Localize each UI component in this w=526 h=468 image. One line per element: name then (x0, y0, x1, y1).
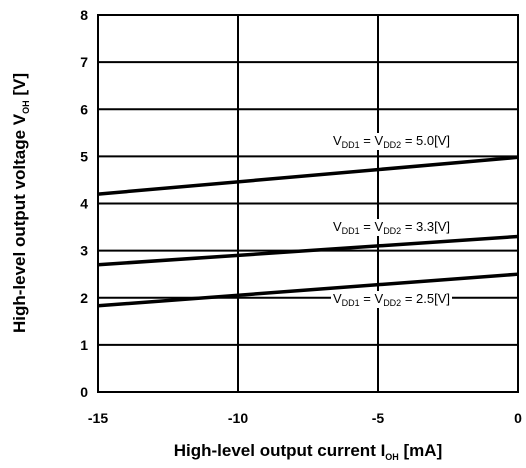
series-label-2: VDD1 = VDD2 = 3.3[V] (333, 219, 450, 236)
y-axis-title-unit: [V] (10, 73, 29, 100)
series-label-bg-2 (331, 219, 452, 236)
series-label-3-part-0: V (333, 291, 342, 306)
series-label-1-part-1: DD1 (342, 140, 360, 150)
y-tick-label-7: 7 (80, 54, 88, 70)
series-label-2-part-1: DD1 (342, 226, 360, 236)
plot-frame (97, 14, 519, 393)
series-label-3-part-4: = 2.5[V] (401, 291, 450, 306)
y-tick-label-2: 2 (80, 290, 88, 306)
grid (97, 14, 519, 393)
x-tick-label--5: -5 (372, 410, 385, 426)
series-label-bg-3 (331, 291, 452, 308)
series-lines (97, 155, 519, 308)
series-label-bg-1 (331, 133, 452, 150)
x-axis-title-main: High-level output current I (174, 441, 386, 460)
y-tick-label-4: 4 (80, 196, 88, 212)
series-line-2 (97, 234, 519, 267)
tick-labels: 0 1 2 3 4 5 6 7 8 -15 -10 -5 0 (80, 7, 522, 426)
series-label-1-part-3: DD2 (383, 140, 401, 150)
series-line-3 (97, 272, 519, 308)
series-label-2-part-0: V (333, 219, 342, 234)
x-axis-title: High-level output current IOH [mA] (174, 441, 443, 462)
y-tick-label-3: 3 (80, 243, 88, 259)
y-axis-title-main: High-level output voltage V (10, 113, 29, 333)
y-axis-title-sub: OH (21, 100, 31, 114)
x-axis-title-unit: [mA] (399, 441, 442, 460)
y-axis-title: High-level output voltage VOH [V] (10, 73, 31, 333)
x-tick-label-0: 0 (514, 410, 522, 426)
x-tick-label--15: -15 (88, 410, 108, 426)
series-label-1: VDD1 = VDD2 = 5.0[V] (333, 133, 450, 150)
y-tick-label-1: 1 (80, 337, 88, 353)
series-label-2-part-3: DD2 (383, 226, 401, 236)
x-axis-title-sub: OH (385, 452, 399, 462)
series-label-3-part-1: DD1 (342, 298, 360, 308)
series-label-1-part-4: = 5.0[V] (401, 133, 450, 148)
y-tick-label-8: 8 (80, 7, 88, 23)
series-label-1-part-2: = V (360, 133, 384, 148)
y-tick-label-5: 5 (80, 148, 88, 164)
series-label-3-part-3: DD2 (383, 298, 401, 308)
series-line-1 (97, 155, 519, 196)
series-label-1-part-0: V (333, 133, 342, 148)
series-label-2-part-4: = 3.3[V] (401, 219, 450, 234)
y-tick-label-0: 0 (80, 384, 88, 400)
series-label-2-part-2: = V (360, 219, 384, 234)
y-tick-label-6: 6 (80, 101, 88, 117)
series-label-3: VDD1 = VDD2 = 2.5[V] (333, 291, 450, 308)
series-label-3-part-2: = V (360, 291, 384, 306)
series-annotations: VDD1 = VDD2 = 5.0[V]VDD1 = VDD2 = 3.3[V]… (331, 133, 452, 308)
x-tick-label--10: -10 (228, 410, 248, 426)
